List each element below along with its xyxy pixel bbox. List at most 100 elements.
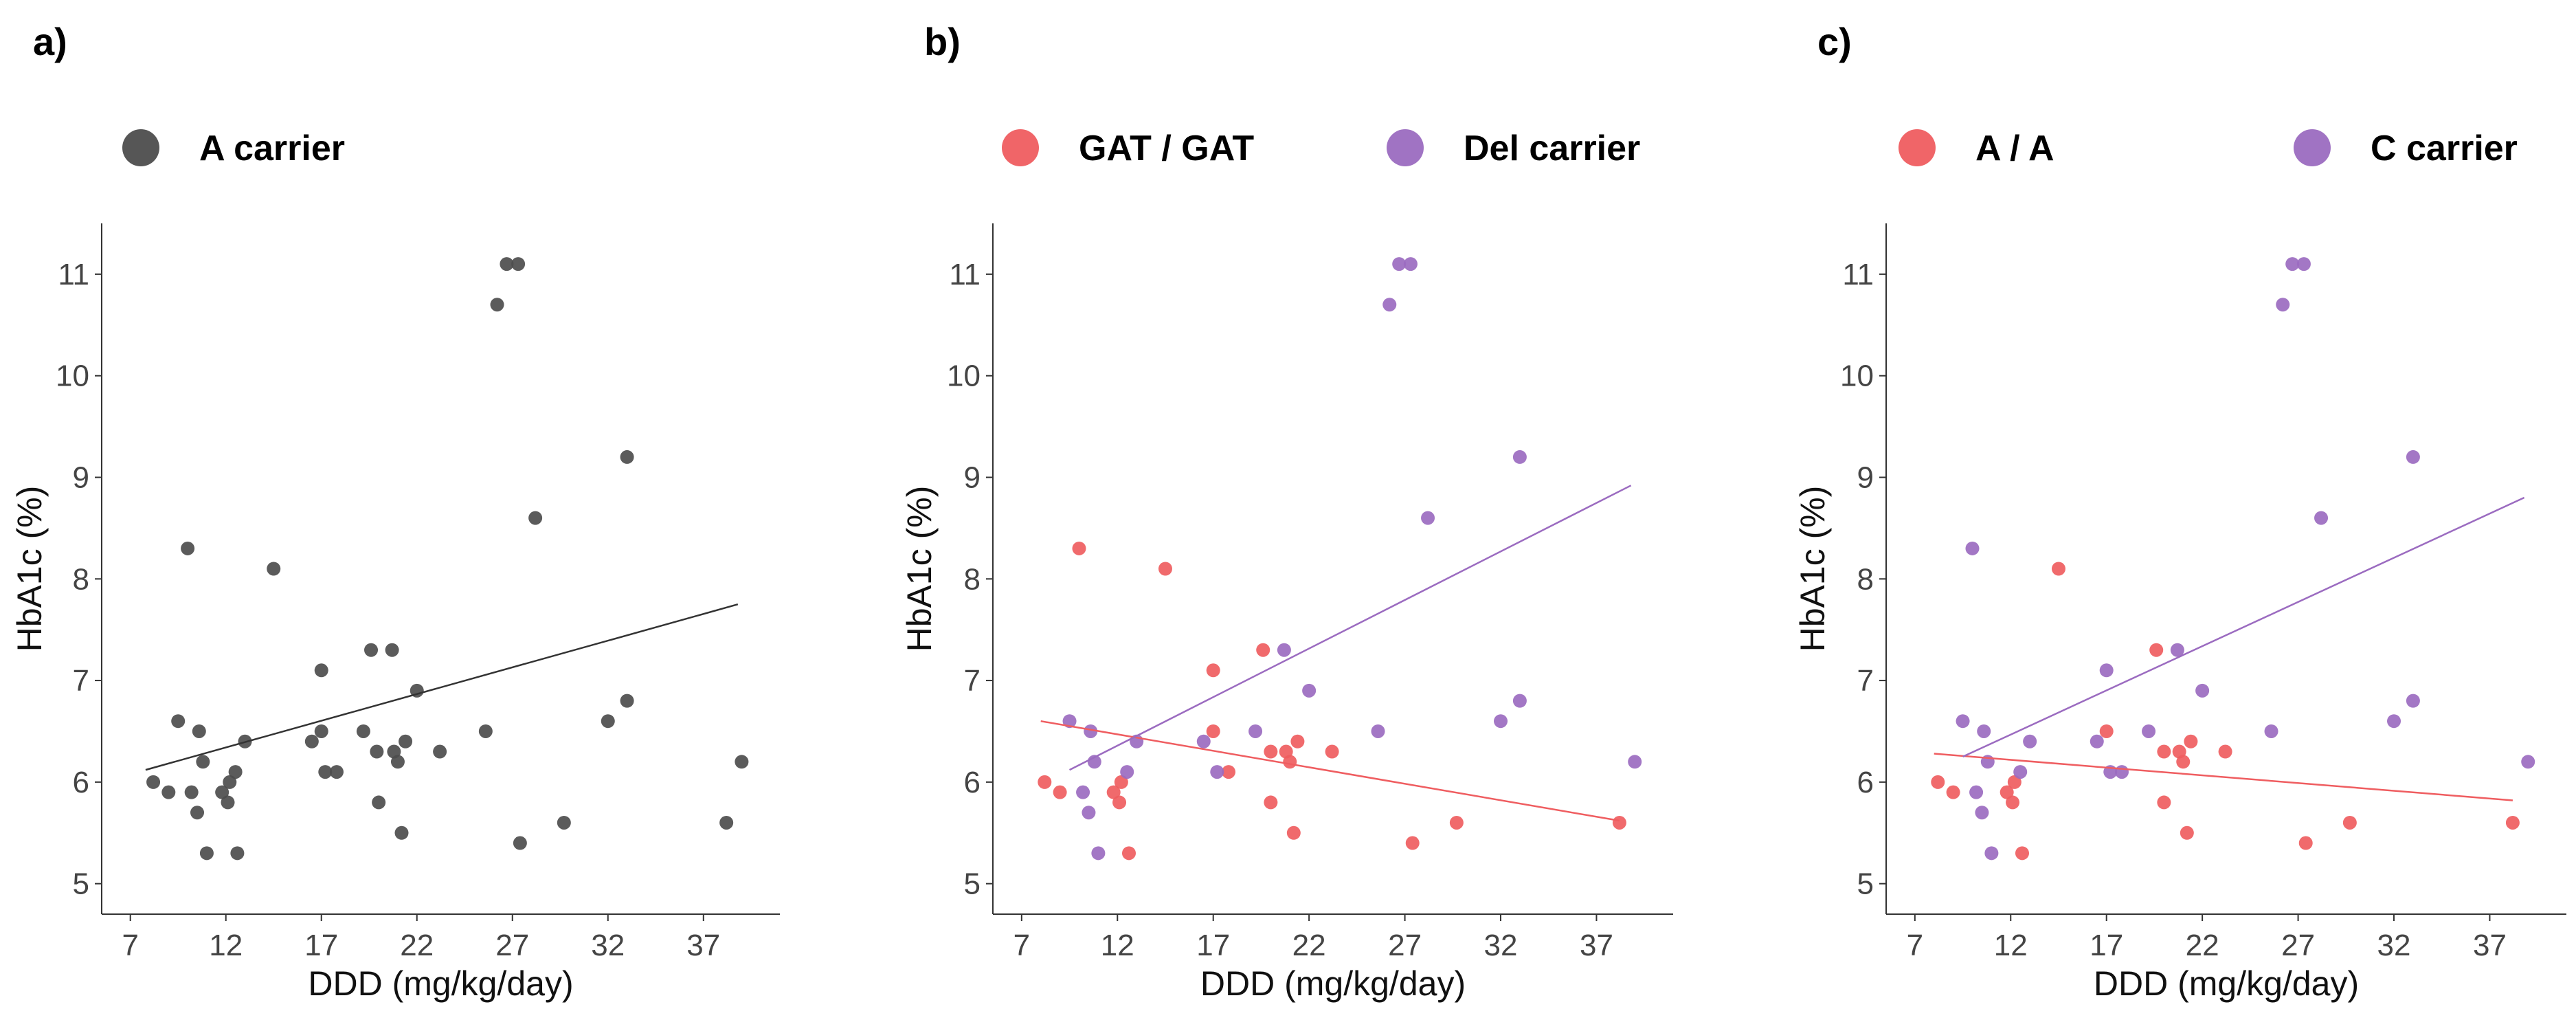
data-point — [1114, 775, 1128, 789]
x-tick-label: 17 — [304, 929, 338, 962]
data-point — [478, 724, 493, 738]
data-point — [2006, 795, 2020, 810]
x-axis-title: DDD (mg/kg/day) — [308, 964, 573, 1003]
x-axis-title: DDD (mg/kg/day) — [2094, 964, 2359, 1003]
x-tick-label: 37 — [686, 929, 720, 962]
y-tick-label: 9 — [964, 461, 981, 494]
data-point — [1977, 724, 1991, 738]
data-point — [181, 541, 195, 555]
data-point — [1325, 744, 1339, 759]
y-tick-label: 10 — [56, 359, 89, 393]
x-axis-title: DDD (mg/kg/day) — [1200, 964, 1466, 1003]
x-tick-label: 32 — [2377, 929, 2411, 962]
x-tick-label: 22 — [2186, 929, 2219, 962]
data-point — [1072, 541, 1086, 555]
data-point — [2157, 795, 2171, 810]
x-tick-label: 32 — [1484, 929, 1518, 962]
data-point — [2406, 694, 2420, 708]
legend-label: GAT / GAT — [1079, 129, 1254, 168]
data-point — [171, 714, 186, 729]
data-point — [1984, 846, 1999, 861]
y-tick-label: 10 — [947, 359, 981, 393]
legend-marker — [1899, 129, 1936, 166]
data-point — [2180, 825, 2194, 840]
data-point — [372, 795, 386, 810]
data-point — [394, 825, 409, 840]
trend-line — [1040, 720, 1620, 822]
y-tick-label: 9 — [1857, 461, 1874, 494]
trend-line — [1962, 496, 2525, 758]
data-point — [390, 755, 405, 769]
data-point — [2099, 724, 2114, 738]
trend-line — [145, 603, 739, 771]
data-point — [1494, 714, 1508, 729]
data-point — [1264, 744, 1278, 759]
data-point — [2023, 734, 2037, 749]
data-point — [385, 643, 399, 657]
data-point — [1290, 734, 1305, 749]
data-point — [1956, 714, 1970, 729]
series-a-a — [1931, 562, 2520, 861]
data-point — [223, 775, 237, 789]
data-point — [1628, 755, 1642, 769]
y-tick-label: 8 — [1857, 562, 1874, 596]
data-point — [1206, 663, 1220, 678]
data-point — [2176, 755, 2191, 769]
x-tick-label: 27 — [495, 929, 529, 962]
data-point — [601, 714, 615, 729]
data-point — [192, 724, 206, 738]
data-point — [1091, 846, 1106, 861]
y-tick-label: 8 — [73, 562, 89, 596]
y-tick-label: 7 — [73, 664, 89, 698]
y-tick-label: 7 — [964, 664, 981, 698]
data-point — [1122, 846, 1136, 861]
x-tick-label: 12 — [1994, 929, 2028, 962]
legend-marker — [122, 129, 159, 166]
x-tick-label: 12 — [209, 929, 243, 962]
data-point — [2115, 765, 2129, 779]
legend-marker — [2294, 129, 2331, 166]
trend-line — [1068, 485, 1632, 771]
data-point — [2013, 765, 2028, 779]
x-tick-label: 22 — [1292, 929, 1326, 962]
data-point — [314, 663, 328, 678]
data-point — [1082, 806, 1096, 820]
data-point — [1222, 765, 1236, 779]
data-point — [2007, 775, 2021, 789]
x-tick-label: 37 — [2473, 929, 2507, 962]
data-point — [329, 765, 344, 779]
data-point — [161, 785, 176, 799]
legend-label: Del carrier — [1464, 129, 1640, 168]
data-point — [1264, 795, 1278, 810]
y-tick-label: 11 — [58, 258, 89, 291]
data-point — [511, 257, 526, 271]
series-a-carrier — [146, 257, 749, 861]
x-tick-label: 17 — [1196, 929, 1230, 962]
chart-panel-1: a) A carrier 5 6 7 8 9 10 11 7 12 17 22 27 32 37 DDD (mg… — [10, 20, 780, 1003]
data-point — [410, 683, 424, 698]
data-point — [719, 815, 734, 830]
data-point — [2314, 511, 2329, 525]
data-point — [620, 694, 634, 708]
data-point — [2090, 734, 2104, 749]
data-point — [620, 450, 634, 464]
x-tick-label: 32 — [591, 929, 625, 962]
data-point — [1975, 806, 1989, 820]
data-point — [2184, 734, 2198, 749]
data-point — [557, 815, 571, 830]
legend-label: A / A — [1975, 129, 2054, 168]
legend-label: C carrier — [2371, 129, 2518, 168]
legend-label: A carrier — [199, 129, 345, 168]
data-point — [1256, 643, 1270, 657]
y-axis-title: HbA1c (%) — [900, 486, 939, 652]
data-point — [2521, 755, 2535, 769]
data-point — [190, 806, 205, 820]
y-tick-label: 5 — [73, 867, 89, 901]
data-point — [2051, 562, 2065, 576]
y-tick-label: 6 — [73, 766, 89, 799]
data-point — [735, 755, 749, 769]
y-tick-label: 10 — [1840, 359, 1874, 393]
series-gat-gat — [1038, 541, 1626, 861]
data-point — [1053, 785, 1067, 799]
data-point — [490, 298, 504, 312]
